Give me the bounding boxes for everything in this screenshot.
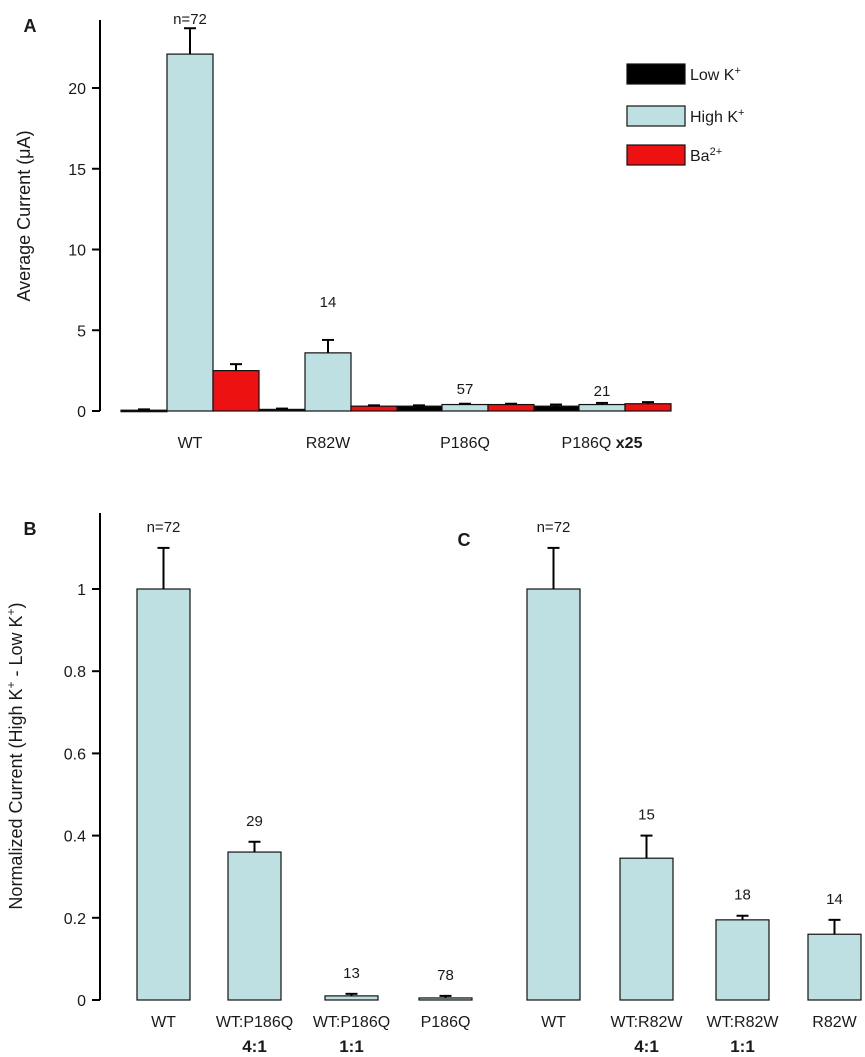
panel-a-bar (441, 403, 489, 412)
panel-b-bar (227, 851, 282, 1001)
panel-c-category-label: R82W (812, 1014, 857, 1031)
panel-b-category-label: P186Q (421, 1014, 471, 1031)
panel-a-category-label: WT (178, 435, 203, 452)
panel-a-label: A (24, 16, 37, 36)
panel-a-n-label: n=72 (173, 11, 207, 28)
panel-b-y-axis-label-sup2: + (4, 608, 18, 615)
panel-c-n-label: 14 (826, 891, 843, 908)
panel-c-bar (619, 857, 674, 1001)
panel-a-legend-swatch (626, 144, 686, 166)
panel-b-category-ratio: 1:1 (339, 1037, 364, 1056)
panel-a-ytick-label: 20 (68, 81, 86, 98)
panel-a-n-label: 57 (457, 381, 474, 398)
panel-b-y-axis-label: Normalized Current (High K+ - Low K+) (4, 602, 26, 909)
panel-a-chart: A 0 5 10 15 20 Average Current (μA) n=72 14 57 21 W… (14, 11, 744, 452)
panel-b-ytick-label: 0 (77, 993, 86, 1010)
panel-a-legend-swatch (626, 105, 686, 127)
panel-b-bar (136, 588, 191, 1001)
panel-a-y-axis-label: Average Current (μA) (14, 130, 34, 301)
panel-a-category-text: P186Q (440, 435, 490, 452)
panel-a-ytick-label: 5 (77, 323, 86, 340)
panel-a-bar (120, 409, 168, 413)
panel-c-n-label: 15 (638, 807, 655, 824)
panel-a-category-label: R82W (306, 435, 351, 452)
panel-b-bar (418, 997, 473, 1001)
panel-b-n-label: 29 (246, 813, 263, 830)
panel-a-legend-label: Low K+ (690, 65, 741, 84)
panel-c-bar (715, 919, 770, 1001)
panel-a-n-label: 21 (594, 383, 611, 400)
panel-b-category-label: WT:P186Q (216, 1014, 293, 1031)
panel-c-chart: Cn=72 WT 15 WT:R82W 4:1 18 WT:R82W 1:1 14 R82W (458, 519, 862, 1056)
panel-c-n-label: n=72 (537, 519, 571, 536)
panel-c-label: C (458, 530, 471, 550)
panel-a-bar (304, 352, 352, 412)
panel-b-bar (324, 995, 379, 1001)
panel-a-bar (212, 370, 260, 412)
panel-a-n-label: 14 (320, 294, 337, 311)
panel-a-legend-sup: 2+ (710, 146, 723, 158)
panel-b-n-label: n=72 (147, 519, 181, 536)
panel-a-ytick-label: 0 (77, 404, 86, 421)
panel-c-category-ratio: 1:1 (730, 1037, 755, 1056)
panel-b-category-label: WT:P186Q (313, 1014, 390, 1031)
panel-a-legend-swatch (626, 63, 686, 85)
panel-a-legend-sup: + (738, 107, 744, 119)
panel-b-n-label: 78 (437, 967, 454, 984)
panel-b-y-axis-label-part2: - Low K (6, 615, 26, 681)
panel-b-ytick-label: 0.4 (64, 829, 86, 846)
panel-a-bar (624, 403, 672, 412)
panel-a-legend-base: Low K (690, 67, 735, 84)
panel-c-n-label: 18 (734, 887, 751, 904)
panel-b-ytick-label: 0.6 (64, 746, 86, 763)
panel-a-bar (487, 403, 535, 412)
panel-a-legend-sup: + (734, 65, 740, 77)
panel-a-bar (350, 405, 398, 412)
panel-a-category-label: P186Q x25 (562, 435, 643, 452)
panel-b-n-label: 13 (343, 965, 360, 982)
panel-b-chart: 0 0.2 0.4 0.6 0.8 1 Normalized Current (High K… (4, 513, 473, 1056)
panel-a-bar (258, 408, 306, 412)
panel-a-category-bold: x25 (616, 435, 643, 452)
panel-c-bar (807, 933, 862, 1001)
panel-b-category-label: WT (151, 1014, 176, 1031)
panel-b-ytick-label: 1 (77, 582, 86, 599)
panel-c-category-label: WT:R82W (707, 1014, 780, 1031)
panel-b-y-axis-label-part1: Normalized Current (High K (6, 688, 26, 909)
panel-a-category-label: P186Q (440, 435, 490, 452)
panel-c-category-label: WT (541, 1014, 566, 1031)
panel-c-category-ratio: 4:1 (634, 1037, 659, 1056)
panel-a-category-text: P186Q (562, 435, 612, 452)
panel-b-category-ratio: 4:1 (242, 1037, 267, 1056)
panel-c-bar (526, 588, 581, 1001)
panel-b-y-axis-label-sup1: + (4, 681, 18, 688)
panel-a-bar (395, 405, 443, 412)
panel-a-legend-label: Ba2+ (690, 146, 722, 165)
panel-b-ytick-label: 0.8 (64, 664, 86, 681)
panel-a-category-text: WT (178, 435, 203, 452)
panel-a-bar (532, 405, 580, 412)
panel-a-legend-label: High K+ (690, 107, 744, 126)
panel-a-bar (166, 53, 214, 412)
panel-b-label: B (24, 519, 37, 539)
panel-b-ytick-label: 0.2 (64, 911, 86, 928)
panel-a-legend-base: Ba (690, 148, 710, 165)
panel-a-bar (578, 403, 626, 412)
panel-a-ytick-label: 10 (68, 243, 86, 260)
panel-c-category-label: WT:R82W (611, 1014, 684, 1031)
panel-a-ytick-label: 15 (68, 162, 86, 179)
panel-a-legend-base: High K (690, 109, 738, 126)
panel-b-y-axis-label-part3: ) (6, 602, 26, 608)
panel-a-category-text: R82W (306, 435, 351, 452)
